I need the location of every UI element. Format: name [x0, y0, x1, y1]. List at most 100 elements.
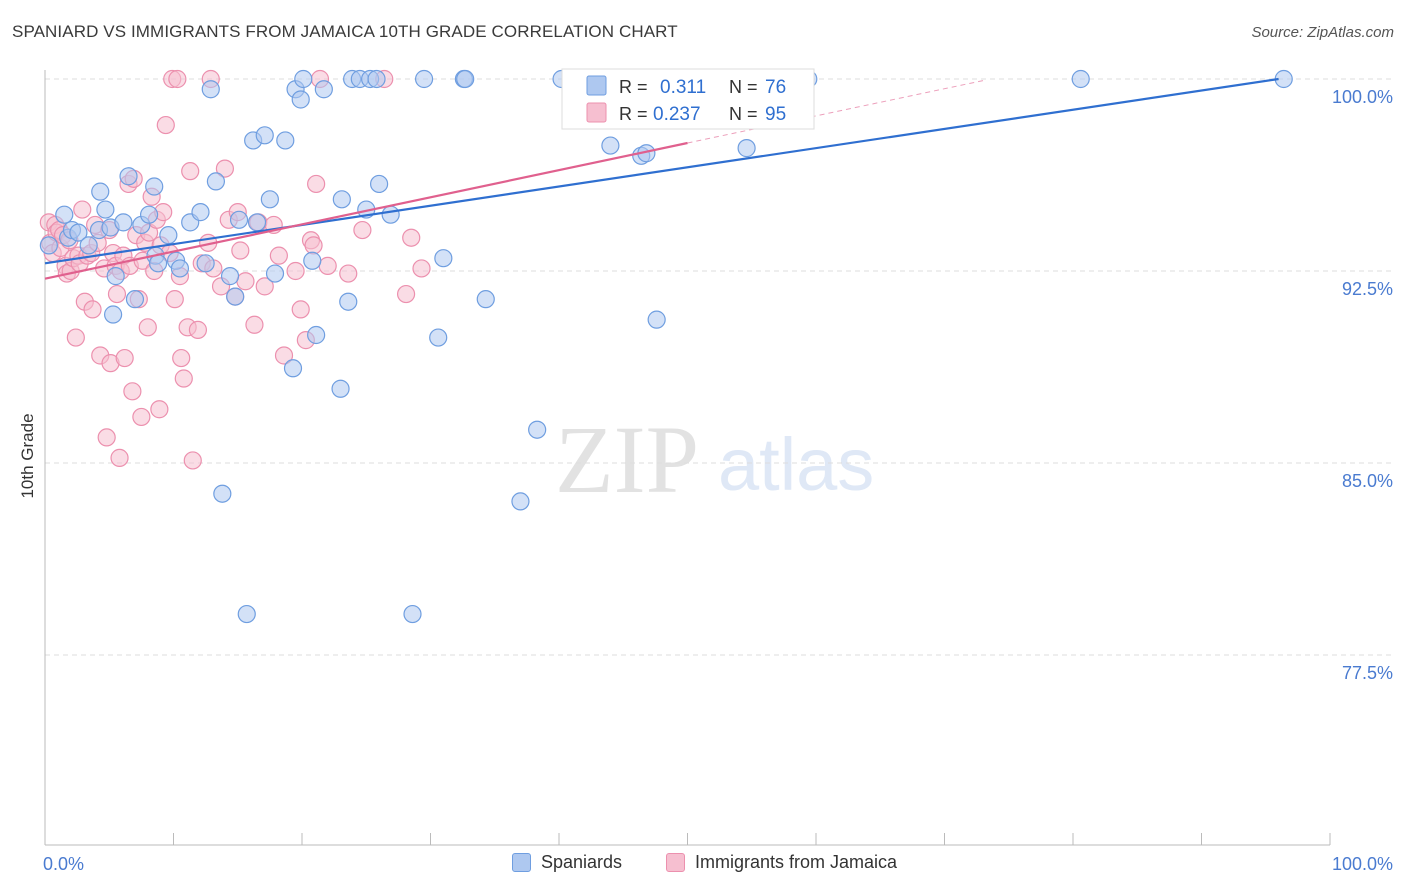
legend-n-label: N =	[729, 77, 758, 97]
x-tick-labels: 0.0% 100.0%	[43, 854, 1393, 874]
trend-lines	[44, 77, 1279, 280]
legend-r-value: 0.237	[653, 104, 701, 125]
data-point-jamaica	[183, 451, 202, 470]
legend-item-jamaica[interactable]: Immigrants from Jamaica	[666, 852, 897, 873]
data-point-spaniards	[226, 287, 245, 306]
x-tick-label: 0.0%	[43, 854, 84, 874]
data-point-spaniards	[265, 264, 285, 283]
data-point-spaniards	[434, 249, 453, 268]
trend-line-jamaica	[44, 141, 688, 280]
axes	[44, 70, 1331, 846]
data-point-jamaica	[231, 241, 250, 260]
data-point-spaniards	[367, 69, 386, 89]
legend-swatch-blue	[586, 75, 607, 96]
data-point-jamaica	[138, 318, 157, 337]
data-point-spaniards	[114, 213, 133, 232]
series-spaniards	[39, 69, 1293, 624]
watermark-atlas: atlas	[718, 423, 874, 506]
data-point-jamaica	[396, 284, 416, 304]
data-point-spaniards	[191, 203, 210, 222]
data-point-jamaica	[123, 382, 142, 401]
legend-r-value: 0.311	[660, 77, 706, 98]
data-point-spaniards	[456, 69, 475, 89]
data-point-spaniards	[647, 310, 666, 329]
data-point-jamaica	[168, 69, 187, 89]
data-point-spaniards	[1071, 69, 1090, 89]
data-point-spaniards	[476, 290, 495, 309]
data-point-spaniards	[159, 226, 178, 245]
data-point-spaniards	[260, 190, 279, 209]
legend-label-spaniards: Spaniards	[541, 852, 623, 872]
data-point-jamaica	[353, 220, 372, 240]
data-point-spaniards	[307, 325, 326, 345]
data-point-spaniards	[332, 190, 351, 209]
data-point-jamaica	[236, 272, 255, 291]
data-point-jamaica	[156, 115, 175, 135]
legend-swatch-spaniards	[512, 853, 531, 872]
source-label: Source: ZipAtlas.com	[1251, 24, 1394, 41]
y-tick-label: 92.5%	[1342, 279, 1393, 299]
data-point-spaniards	[148, 254, 168, 273]
data-point-spaniards	[237, 604, 256, 624]
legend-bottom: Spaniards Immigrants from Jamaica	[0, 852, 1406, 878]
data-point-jamaica	[339, 264, 358, 283]
data-point-spaniards	[314, 80, 333, 99]
data-point-spaniards	[414, 69, 434, 89]
data-point-spaniards	[601, 136, 620, 155]
x-tick-label: 100.0%	[1332, 854, 1393, 874]
data-point-spaniards	[79, 236, 98, 255]
data-point-spaniards	[201, 80, 220, 99]
data-point-spaniards	[39, 236, 58, 255]
data-point-spaniards	[145, 177, 164, 196]
data-point-spaniards	[528, 420, 547, 439]
data-point-jamaica	[307, 174, 326, 194]
data-point-spaniards	[247, 213, 267, 232]
data-point-jamaica	[107, 284, 127, 304]
data-point-jamaica	[402, 228, 421, 247]
legend-item-spaniards[interactable]: Spaniards	[512, 852, 622, 873]
legend-n-value: 76	[765, 77, 786, 98]
legend-r-label: R =	[619, 77, 648, 97]
data-point-jamaica	[174, 369, 193, 388]
data-point-spaniards	[213, 484, 232, 503]
data-point-jamaica	[188, 320, 208, 339]
y-tick-label: 85.0%	[1342, 471, 1393, 491]
data-point-spaniards	[91, 182, 110, 201]
data-point-jamaica	[274, 346, 294, 365]
data-point-spaniards	[403, 604, 422, 624]
data-point-spaniards	[339, 292, 358, 311]
data-point-jamaica	[110, 448, 129, 467]
data-point-spaniards	[429, 328, 448, 347]
data-point-jamaica	[66, 328, 85, 347]
data-point-jamaica	[245, 315, 264, 334]
legend-swatch-jamaica	[666, 853, 685, 872]
data-point-spaniards	[220, 267, 240, 286]
data-point-spaniards	[196, 254, 215, 273]
data-point-spaniards	[283, 359, 303, 378]
data-point-spaniards	[737, 139, 756, 158]
legend-r-label: R =	[619, 104, 648, 124]
legend-n-label: N =	[729, 104, 758, 124]
y-tick-labels: 100.0% 92.5% 85.0% 77.5%	[1332, 87, 1393, 683]
data-point-spaniards	[104, 305, 123, 324]
data-point-jamaica	[150, 400, 169, 419]
data-point-jamaica	[286, 261, 305, 281]
watermark-zip: ZIP	[555, 406, 699, 513]
data-point-spaniards	[303, 251, 322, 270]
data-point-spaniards	[511, 492, 530, 511]
data-point-jamaica	[97, 428, 116, 447]
legend-top: R = 0.311 N = 76 R = 0.237 N = 95	[561, 68, 815, 130]
data-point-spaniards	[229, 210, 249, 229]
data-point-jamaica	[115, 348, 134, 368]
data-point-spaniards	[139, 205, 159, 224]
data-point-spaniards	[331, 379, 350, 398]
data-point-jamaica	[255, 277, 274, 296]
data-point-spaniards	[294, 69, 313, 89]
data-point-jamaica	[73, 200, 92, 219]
data-point-jamaica	[215, 159, 234, 178]
trend-line-spaniards	[44, 77, 1279, 265]
data-point-spaniards	[55, 205, 74, 224]
data-point-jamaica	[304, 236, 323, 255]
data-point-jamaica	[291, 300, 310, 319]
